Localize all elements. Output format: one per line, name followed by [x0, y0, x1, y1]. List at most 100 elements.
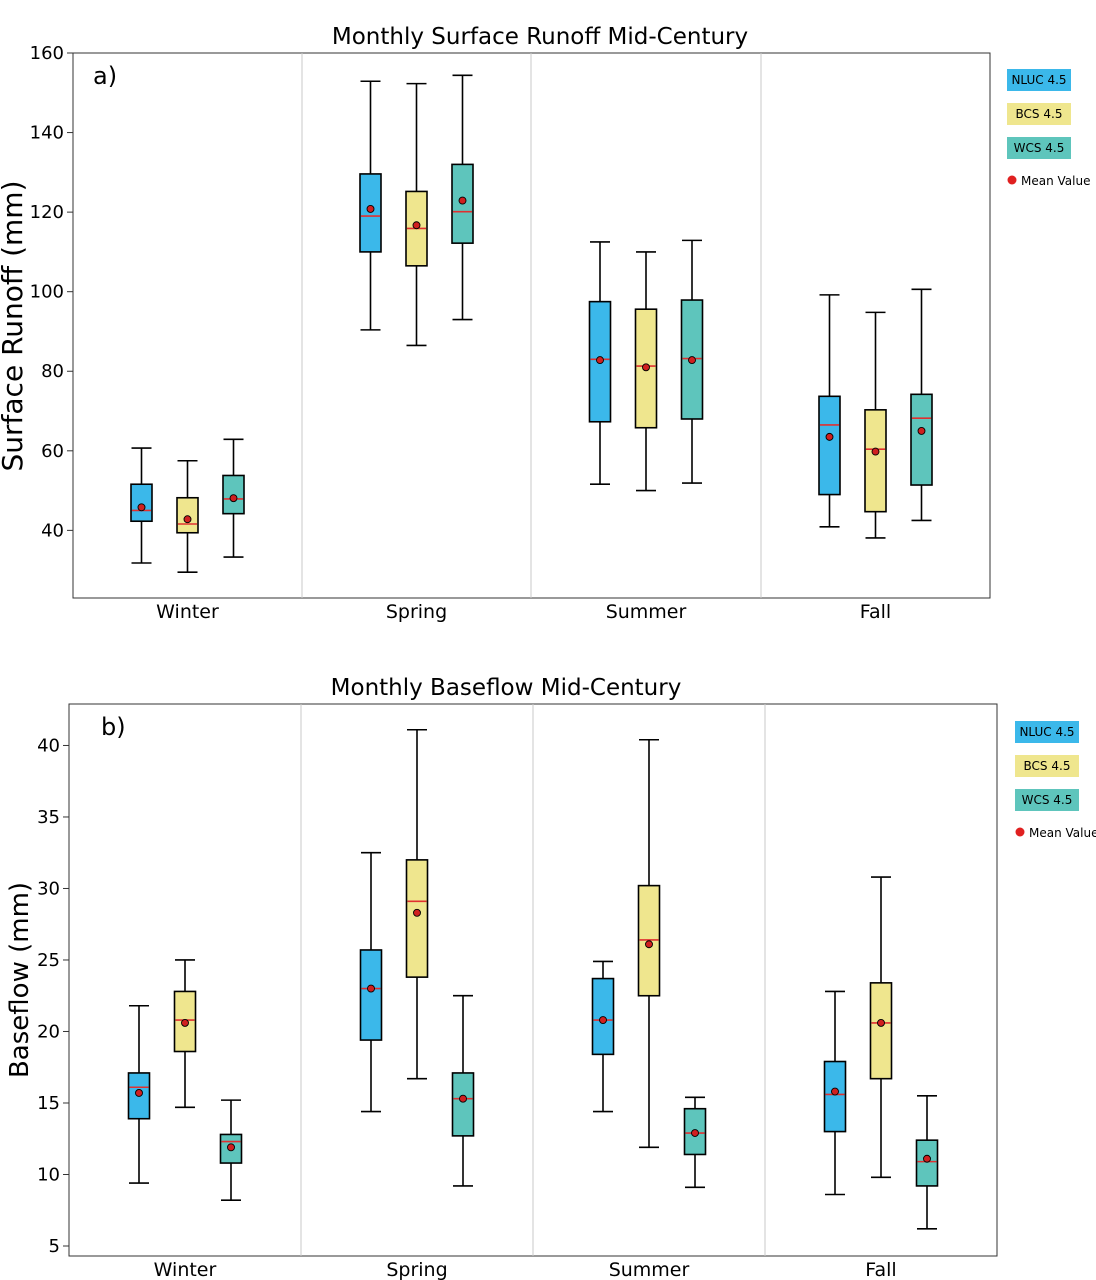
box-nluc-4-5: [130, 447, 153, 564]
box-wcs-4-5: [451, 994, 475, 1187]
y-tick-label: 25: [37, 950, 60, 971]
box-bcs-4-5: [173, 959, 197, 1109]
box-bcs-4-5: [869, 876, 893, 1179]
x-tick-label: Spring: [386, 1259, 447, 1280]
box-wcs-4-5: [680, 239, 704, 484]
mean-marker: [229, 494, 238, 503]
x-tick-label: Summer: [609, 1259, 690, 1280]
x-tick-label: Spring: [386, 601, 447, 623]
y-tick-label: 10: [37, 1164, 60, 1185]
panel-label: a): [93, 62, 117, 90]
y-tick-label: 100: [30, 282, 64, 303]
mean-marker: [688, 356, 696, 365]
y-tick-label: 30: [37, 878, 60, 899]
y-tick-label: 40: [37, 735, 60, 756]
legend-label: NLUC 4.5: [1019, 725, 1074, 739]
box-nluc-4-5: [359, 80, 382, 331]
box-bcs-4-5: [405, 728, 429, 1080]
box-body: [869, 982, 893, 1080]
mean-marker: [645, 940, 653, 949]
y-tick-label: 40: [41, 520, 64, 541]
box-nluc-4-5: [818, 294, 841, 528]
legend-swatch: [1015, 755, 1079, 777]
y-tick-label: 80: [41, 361, 64, 382]
legend-label: NLUC 4.5: [1011, 73, 1066, 87]
mean-marker: [458, 196, 467, 205]
box-nluc-4-5: [127, 1004, 151, 1184]
x-tick-label: Summer: [606, 601, 687, 623]
legend-label: BCS 4.5: [1016, 107, 1063, 121]
legend-swatch: [1015, 721, 1079, 743]
baseflow-panel: Monthly Baseflow Mid-Century Baseflow (m…: [5, 675, 1096, 1280]
y-tick-label: 120: [30, 202, 64, 223]
x-tick-label: Winter: [156, 601, 219, 623]
mean-marker: [642, 363, 650, 372]
box-wcs-4-5: [915, 1095, 939, 1230]
box-wcs-4-5: [683, 1096, 707, 1189]
box-bcs-4-5: [176, 459, 199, 573]
box-wcs-4-5: [219, 1099, 243, 1202]
mean-marker: [413, 908, 421, 917]
legend-swatch: [1007, 69, 1071, 91]
legend-label: Mean Value: [1021, 174, 1090, 188]
box-body: [130, 483, 153, 523]
mean-marker: [412, 221, 421, 230]
mean-marker: [596, 356, 604, 365]
box-bcs-4-5: [637, 738, 661, 1149]
legend-label: WCS 4.5: [1022, 793, 1073, 807]
mean-marker: [137, 503, 146, 512]
x-tick-label: Winter: [154, 1259, 217, 1280]
mean-marker: [923, 1154, 931, 1163]
box-wcs-4-5: [910, 288, 933, 522]
mean-marker: [227, 1143, 235, 1152]
mean-marker: [135, 1089, 143, 1097]
y-axis-label: Baseflow (mm): [5, 882, 35, 1078]
y-tick-label: 140: [30, 123, 64, 144]
y-tick-label: 60: [41, 441, 64, 462]
box-body: [818, 395, 841, 496]
mean-marker: [183, 515, 192, 524]
legend: NLUC 4.5 BCS 4.5 WCS 4.5 Mean Value: [1007, 69, 1090, 188]
legend-swatch: [1007, 137, 1071, 159]
y-tick-label: 5: [49, 1236, 60, 1257]
mean-marker: [459, 1094, 467, 1103]
mean-marker: [871, 447, 880, 456]
legend-swatch: [1007, 103, 1071, 125]
box-wcs-4-5: [222, 438, 245, 558]
panel-label: b): [101, 713, 126, 741]
mean-marker: [831, 1087, 839, 1096]
legend-mean-marker: [1015, 827, 1025, 837]
legend-label: BCS 4.5: [1024, 759, 1071, 773]
box-body: [405, 859, 429, 978]
y-tick-label: 20: [37, 1021, 60, 1042]
chart-title: Monthly Baseflow Mid-Century: [331, 675, 682, 701]
box-nluc-4-5: [359, 851, 383, 1113]
box-nluc-4-5: [588, 241, 612, 486]
mean-marker: [366, 204, 375, 213]
box-body: [451, 1072, 475, 1137]
chart-title: Monthly Surface Runoff Mid-Century: [332, 24, 748, 50]
legend-label: WCS 4.5: [1014, 141, 1065, 155]
box-bcs-4-5: [405, 82, 428, 347]
legend-swatch: [1015, 789, 1079, 811]
box-body: [910, 393, 933, 486]
box-body: [176, 496, 199, 534]
box-body: [359, 173, 382, 253]
legend: NLUC 4.5 BCS 4.5 WCS 4.5 Mean Value: [1015, 721, 1096, 840]
box-body: [359, 949, 383, 1041]
y-tick-label: 160: [30, 43, 64, 64]
mean-marker: [599, 1016, 607, 1024]
box-body: [864, 409, 887, 513]
box-wcs-4-5: [451, 74, 474, 321]
mean-marker: [691, 1129, 699, 1137]
legend-mean-marker: [1007, 175, 1017, 185]
box-nluc-4-5: [823, 990, 847, 1196]
mean-marker: [825, 432, 834, 441]
x-tick-label: Fall: [865, 1259, 896, 1280]
mean-marker: [877, 1018, 885, 1027]
box-bcs-4-5: [634, 251, 658, 492]
box-body: [823, 1060, 847, 1133]
box-bcs-4-5: [864, 311, 887, 539]
legend-label: Mean Value: [1029, 826, 1096, 840]
